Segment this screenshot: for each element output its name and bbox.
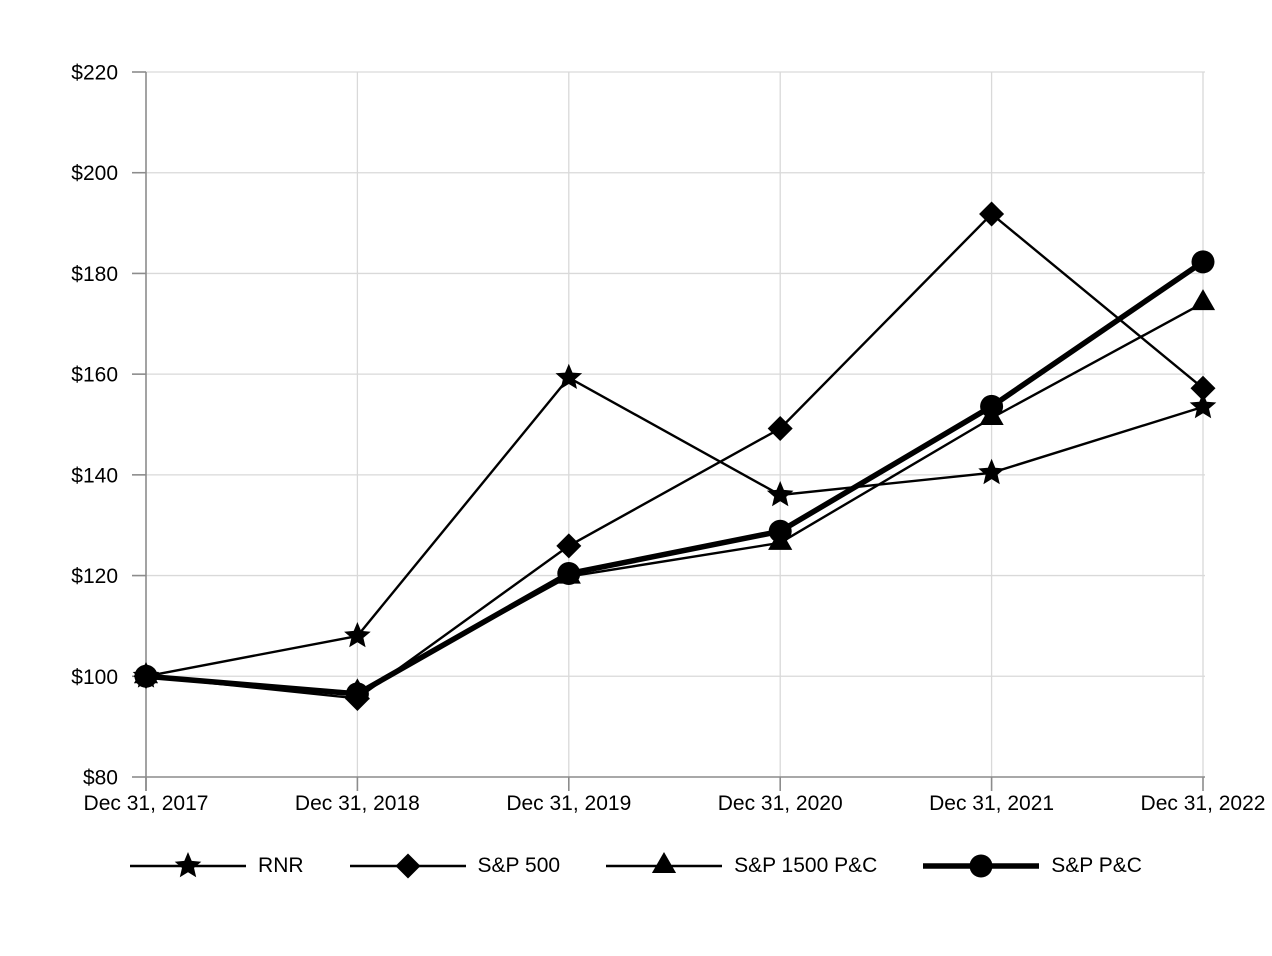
axis-labels: $80 $100 $120 $140 $160 $180 $200 $220 Dec 31, 2… [71,62,1265,816]
star-marker [766,481,794,507]
series-line [145,302,1204,694]
series-s-p-1500-p-c [133,289,1216,700]
series-line [145,259,1205,697]
diamond-marker [556,533,582,559]
diamond-marker [395,853,421,879]
diamond-icon [349,853,466,879]
circle-marker [134,664,158,688]
circle-marker [1191,250,1215,274]
x-tick-label: Dec 31, 2021 [929,792,1054,815]
x-tick-label: Dec 31, 2020 [718,792,843,815]
series-s-p-500 [133,201,1216,711]
series-s-p-p-c [134,250,1215,706]
series-rnr [132,363,1217,688]
legend-item-s-p-1500-p-c[interactable]: S&P 1500 P&C [606,850,877,882]
x-tick-label: Dec 31, 2019 [506,792,631,815]
circle-marker [345,682,369,706]
legend-label: S&P 500 [477,854,561,877]
triangle-marker [1190,289,1216,311]
triangle-icon [606,852,723,873]
series-line [145,376,1204,678]
star-icon [130,852,247,878]
y-tick-label: $180 [71,263,118,286]
series-line [145,212,1204,700]
axes [132,71,1205,791]
circle-marker [557,562,581,586]
y-tick-label: $220 [71,62,118,85]
star-marker [1189,392,1217,419]
legend-item-s-p-500[interactable]: S&P 500 [349,850,561,882]
legend-label: S&P P&C [1051,854,1142,877]
star-marker [344,622,371,648]
y-tick-label: $80 [83,767,118,790]
plot-area: $80 $100 $120 $140 $160 $180 $200 $220 Dec 31, 2… [71,62,1265,816]
gridlines [146,71,1205,777]
y-tick-label: $160 [71,364,118,387]
y-tick-label: $140 [71,464,118,487]
circle-marker [980,394,1004,418]
legend-label: RNR [258,854,304,877]
diamond-marker [979,201,1005,227]
x-tick-label: Dec 31, 2017 [84,792,209,815]
circle-marker [768,519,792,543]
circle-marker [969,854,993,878]
diamond-marker [767,416,793,442]
star-marker [174,852,202,878]
legend-item-rnr[interactable]: RNR [130,850,304,882]
x-tick-label: Dec 31, 2018 [295,792,420,815]
x-tick-label: Dec 31, 2022 [1141,792,1266,815]
legend-label: S&P 1500 P&C [734,854,878,877]
star-marker [555,363,583,389]
circle-icon [923,854,1040,878]
y-tick-label: $120 [71,565,118,588]
y-tick-label: $100 [71,666,118,689]
diamond-marker [1190,375,1216,401]
y-tick-label: $200 [71,162,118,185]
chart-legend: RNR S&P 500 S&P 1500 P&C S&P P&C [0,850,1272,882]
triangle-marker [651,852,677,873]
legend-item-s-p-p-c[interactable]: S&P P&C [923,850,1142,882]
star-marker [978,458,1005,485]
